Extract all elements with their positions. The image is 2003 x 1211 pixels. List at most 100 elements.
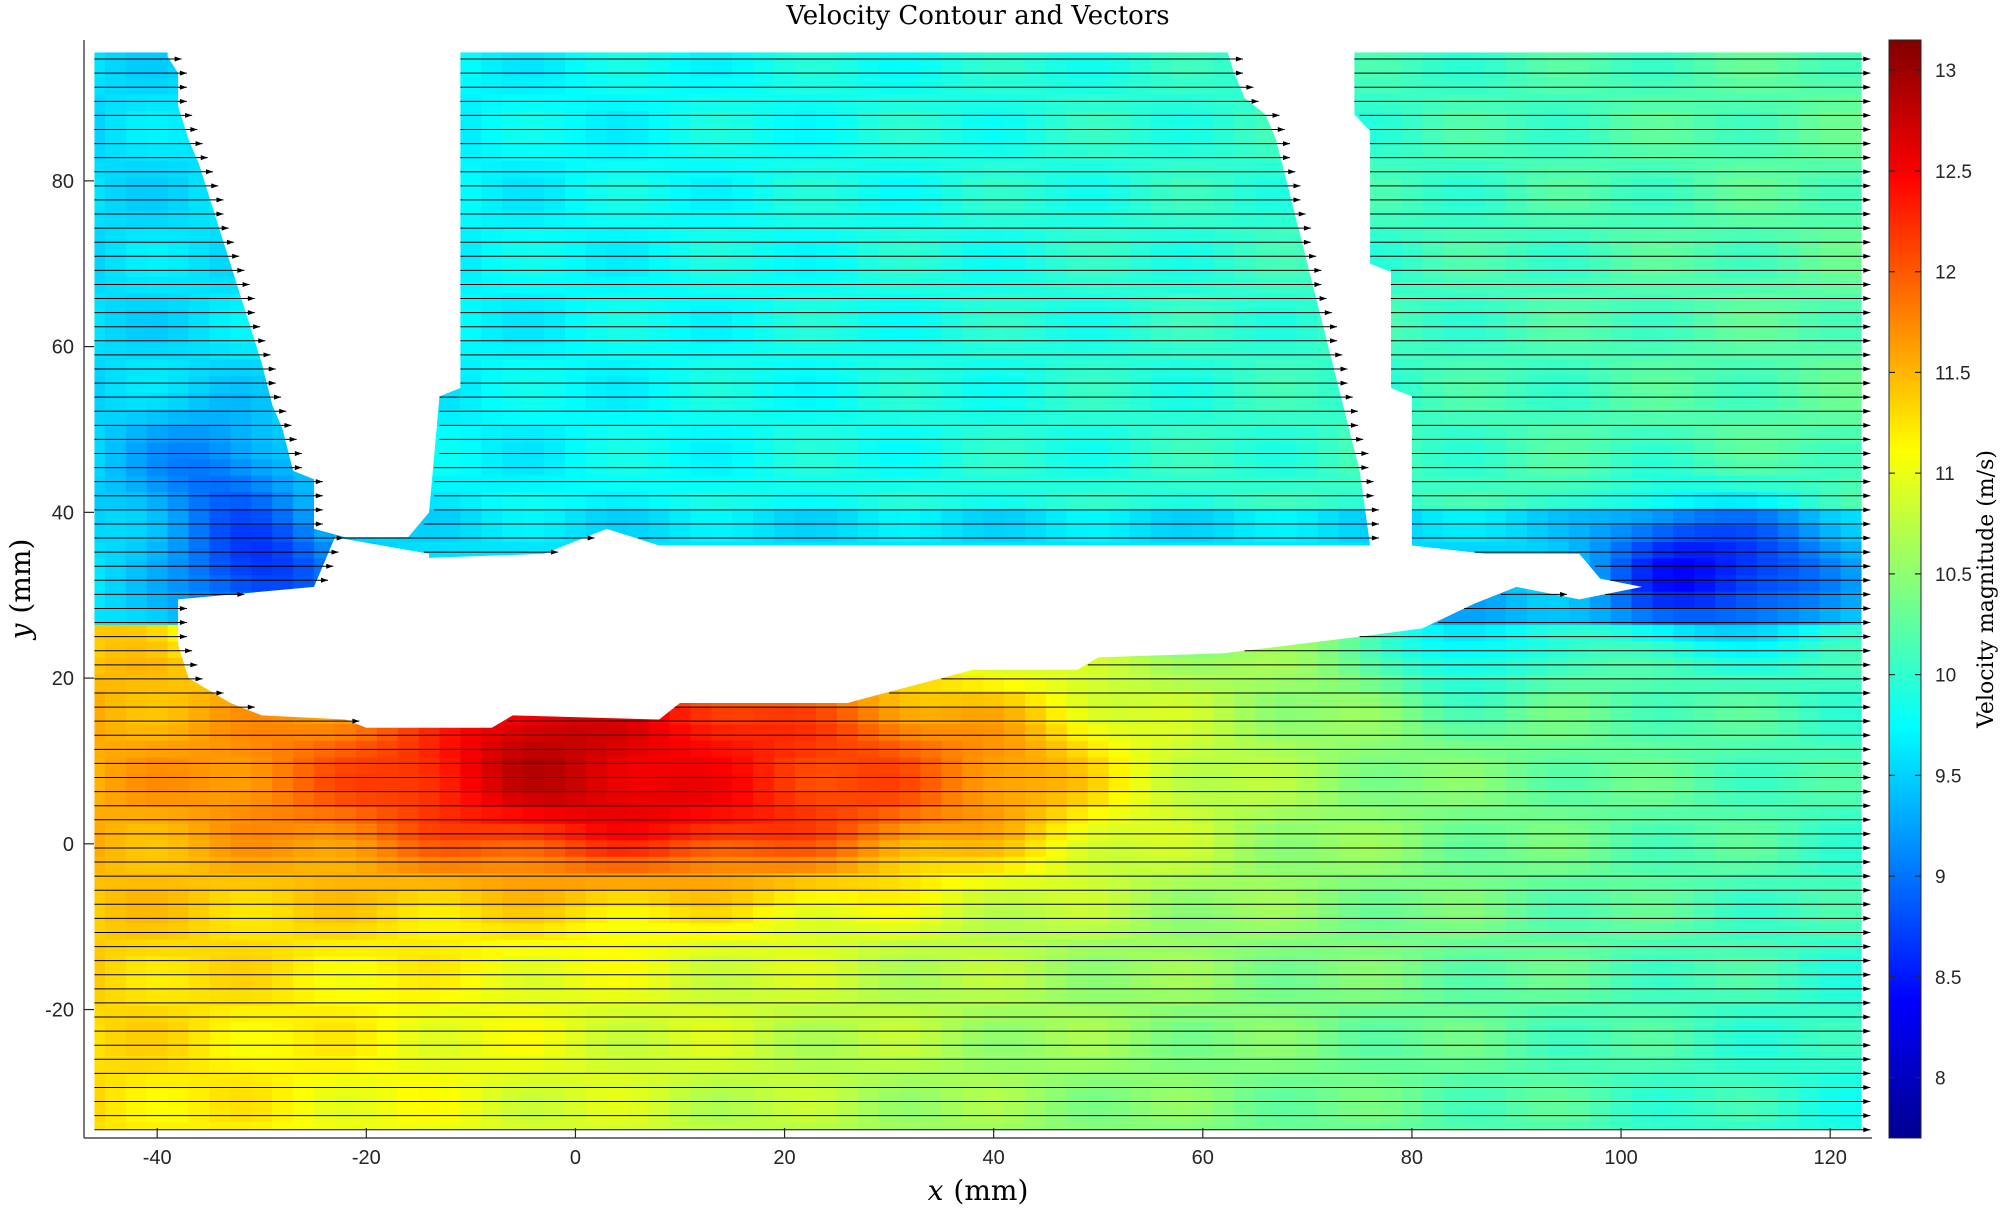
- field-cell: [167, 309, 190, 327]
- field-cell: [272, 972, 294, 990]
- field-cell: [1506, 905, 1528, 924]
- field-cell: [648, 905, 671, 924]
- field-cell: [209, 707, 231, 725]
- field-cell: [1150, 922, 1173, 940]
- field-cell: [1004, 1005, 1026, 1023]
- field-cell: [104, 392, 127, 410]
- field-cell: [188, 309, 211, 327]
- field-cell: [1422, 1038, 1444, 1056]
- field-cell: [1589, 673, 1612, 692]
- field-cell: [1234, 740, 1256, 758]
- field-cell: [857, 458, 880, 476]
- field-cell: [439, 475, 462, 493]
- field-cell: [836, 707, 859, 725]
- field-cell: [523, 342, 545, 360]
- field-cell: [146, 375, 169, 393]
- field-cell: [230, 375, 252, 393]
- field-cell: [502, 972, 524, 990]
- field-cell: [481, 325, 503, 344]
- field-cell: [1296, 988, 1319, 1007]
- field-cell: [753, 1088, 775, 1106]
- field-cell: [1276, 789, 1298, 808]
- field-cell: [648, 408, 671, 426]
- field-cell: [209, 342, 231, 360]
- field-cell: [146, 60, 169, 78]
- field-cell: [962, 889, 984, 907]
- field-cell: [1485, 193, 1507, 211]
- field-cell: [795, 789, 817, 808]
- field-cell: [857, 1071, 880, 1089]
- field-cell: [753, 441, 775, 460]
- field-cell: [585, 1071, 608, 1089]
- field-cell: [502, 458, 524, 476]
- field-cell: [125, 1021, 148, 1040]
- field-cell: [355, 823, 378, 841]
- field-cell: [669, 160, 692, 178]
- field-cell: [732, 707, 754, 725]
- field-cell: [1443, 773, 1465, 791]
- field-cell: [334, 1038, 357, 1056]
- field-cell: [1568, 226, 1591, 244]
- field-cell: [774, 243, 796, 261]
- field-cell: [1631, 955, 1654, 973]
- field-cell: [1045, 524, 1068, 542]
- field-cell: [983, 673, 1005, 692]
- field-cell: [1359, 640, 1382, 658]
- field-cell: [376, 756, 399, 774]
- field-cell: [1234, 160, 1256, 178]
- field-cell: [418, 872, 441, 890]
- field-cell: [1485, 77, 1507, 95]
- field-cell: [1317, 756, 1340, 774]
- field-cell: [460, 889, 482, 907]
- field-cell: [941, 475, 963, 493]
- field-cell: [1108, 955, 1131, 973]
- field-cell: [1485, 441, 1507, 460]
- field-cell: [1234, 823, 1256, 841]
- field-cell: [502, 789, 524, 808]
- field-cell: [1171, 1088, 1193, 1106]
- field-cell: [1108, 1071, 1131, 1089]
- field-cell: [125, 1005, 148, 1023]
- field-cell: [1255, 972, 1277, 990]
- field-cell: [753, 93, 775, 112]
- field-cell: [920, 690, 943, 708]
- field-cell: [1066, 259, 1089, 277]
- field-cell: [1443, 193, 1465, 211]
- field-cell: [1359, 673, 1382, 692]
- field-cell: [1129, 773, 1152, 791]
- field-cell: [1401, 243, 1423, 261]
- field-cell: [1589, 972, 1612, 990]
- field-cell: [1422, 342, 1444, 360]
- field-cell: [836, 226, 859, 244]
- field-cell: [1087, 243, 1110, 261]
- field-cell: [878, 408, 901, 426]
- field-cell: [1589, 259, 1612, 277]
- field-cell: [1066, 773, 1089, 791]
- field-cell: [815, 375, 838, 393]
- field-cell: [355, 856, 378, 874]
- field-cell: [439, 1088, 462, 1106]
- field-cell: [1547, 955, 1570, 973]
- field-cell: [1338, 475, 1361, 493]
- field-cell: [795, 458, 817, 476]
- field-cell: [1045, 889, 1068, 907]
- field-cell: [606, 823, 629, 841]
- field-cell: [272, 740, 294, 758]
- field-cell: [1485, 359, 1507, 377]
- field-cell: [669, 1104, 692, 1123]
- field-cell: [460, 408, 482, 426]
- field-cell: [251, 789, 273, 808]
- field-cell: [920, 773, 943, 791]
- field-cell: [1171, 889, 1193, 907]
- field-cell: [1526, 425, 1549, 443]
- field-cell: [1276, 756, 1298, 774]
- field-cell: [481, 806, 503, 824]
- field-cell: [544, 889, 566, 907]
- field-cell: [1129, 60, 1152, 78]
- field-cell: [1464, 624, 1486, 642]
- field-cell: [502, 325, 524, 344]
- field-cell: [711, 524, 733, 542]
- field-cell: [941, 392, 963, 410]
- field-cell: [1338, 690, 1361, 708]
- field-cell: [627, 127, 650, 145]
